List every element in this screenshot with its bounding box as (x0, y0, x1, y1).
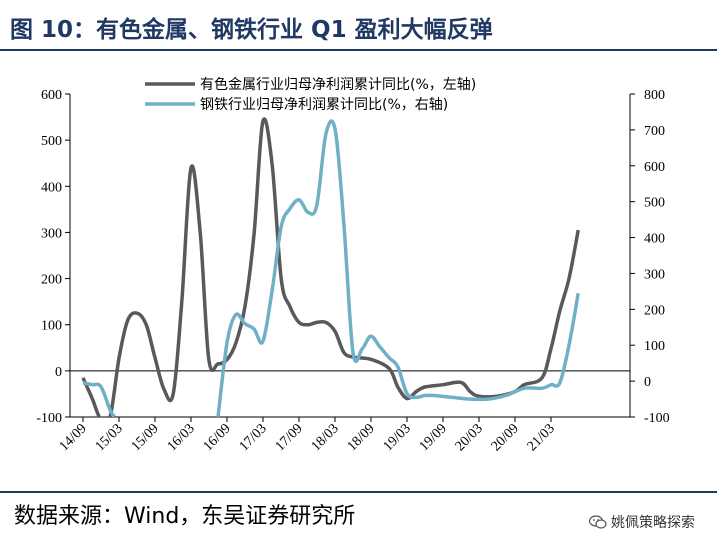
watermark-text: 姚佩策略探索 (611, 515, 695, 531)
x-tick-label: 20/03 (453, 421, 486, 454)
right-y-tick-label: 500 (644, 196, 665, 211)
x-tick-label: 14/09 (57, 421, 90, 454)
left-y-tick-label: 500 (41, 134, 62, 149)
x-tick-label: 17/03 (237, 421, 270, 454)
x-tick-label: 15/03 (93, 421, 126, 454)
steel-series-line (82, 119, 580, 417)
x-tick-label: 21/03 (525, 421, 558, 454)
line-chart: -100 0 100 200 300 400 500 600 -100 0 100 200 300 400… (36, 76, 670, 454)
right-y-tick-label: 100 (644, 339, 665, 354)
x-tick-label: 19/03 (381, 421, 414, 454)
legend-label: 有色金属行业归母净利润累计同比(%，左轴) (200, 76, 476, 93)
x-tick-label: 17/09 (273, 421, 306, 454)
x-tick-label: 16/03 (165, 421, 198, 454)
left-y-tick-label: -100 (36, 411, 62, 426)
right-y-tick-label: 400 (644, 232, 665, 247)
left-y-tick-label: 600 (41, 88, 62, 103)
wechat-icon (589, 515, 607, 529)
source-note: 数据来源：Wind，东吴证券研究所 (14, 504, 356, 529)
right-y-tick-label: 800 (644, 88, 665, 103)
right-y-tick-label: 700 (644, 124, 665, 139)
right-y-tick-label: 0 (644, 375, 651, 390)
right-y-tick-label: -100 (644, 411, 670, 426)
x-tick-label: 19/09 (417, 421, 450, 454)
right-y-tick-label: 600 (644, 160, 665, 175)
left-y-tick-label: 400 (41, 180, 62, 195)
title-rule (0, 49, 717, 51)
source-rule (0, 491, 717, 493)
legend-label: 钢铁行业归母净利润累计同比(%，右轴) (200, 96, 448, 113)
left-y-tick-label: 0 (55, 365, 62, 380)
watermark: 姚佩策略探索 (589, 512, 695, 532)
x-tick-label: 15/09 (129, 421, 162, 454)
left-y-tick-label: 300 (41, 226, 62, 241)
right-y-tick-label: 300 (644, 267, 665, 282)
x-tick-label: 18/09 (345, 421, 378, 454)
x-tick-label: 18/03 (309, 421, 342, 454)
left-y-tick-label: 200 (41, 273, 62, 288)
right-y-tick-label: 200 (644, 303, 665, 318)
x-tick-label: 20/09 (489, 421, 522, 454)
nonferrous-series-line (81, 117, 580, 417)
page-title: 图 10：有色金属、钢铁行业 Q1 盈利大幅反弹 (10, 17, 493, 43)
x-tick-label: 16/09 (201, 421, 234, 454)
left-y-tick-label: 100 (41, 319, 62, 334)
